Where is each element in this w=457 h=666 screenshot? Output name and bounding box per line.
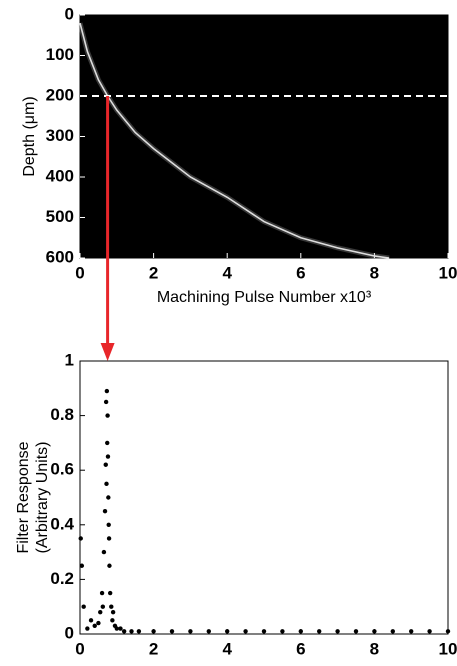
y-tick-label: 0.8 bbox=[50, 405, 74, 424]
x-tick-label: 0 bbox=[75, 263, 84, 282]
point bbox=[98, 609, 103, 615]
point bbox=[261, 629, 267, 634]
point bbox=[136, 629, 142, 634]
point bbox=[106, 522, 111, 527]
point bbox=[100, 604, 106, 609]
point bbox=[317, 629, 322, 634]
point bbox=[81, 604, 86, 609]
x-axis-label: Machining Pulse Number x10³ bbox=[157, 289, 372, 306]
point bbox=[85, 626, 90, 631]
point bbox=[353, 629, 359, 634]
point bbox=[225, 629, 230, 634]
y-tick-label: 0.6 bbox=[50, 460, 74, 479]
x-tick-label: 2 bbox=[149, 263, 158, 282]
x-tick-label: 6 bbox=[296, 639, 305, 658]
x-tick-label: 0 bbox=[75, 639, 84, 658]
point bbox=[280, 629, 285, 634]
y-tick-label: 0 bbox=[65, 4, 74, 23]
y-tick-label: 0 bbox=[65, 623, 74, 642]
y-tick-label: 500 bbox=[46, 207, 74, 226]
x-tick-label: 8 bbox=[370, 639, 379, 658]
arrow-head bbox=[100, 343, 115, 361]
point bbox=[427, 629, 432, 634]
point bbox=[88, 618, 94, 623]
point bbox=[105, 454, 111, 459]
point bbox=[101, 549, 107, 555]
point bbox=[114, 626, 120, 631]
point bbox=[188, 629, 193, 634]
point bbox=[109, 604, 114, 609]
x-tick-label: 6 bbox=[296, 263, 305, 282]
point bbox=[106, 536, 112, 541]
y-tick-label: 400 bbox=[46, 166, 74, 185]
y-tick-label: 0.2 bbox=[50, 569, 74, 588]
point bbox=[335, 629, 340, 634]
curve bbox=[79, 22, 390, 259]
point bbox=[107, 563, 112, 568]
y-tick-label: 1 bbox=[65, 350, 74, 369]
point bbox=[110, 609, 116, 615]
y-axis-label: Filter Response bbox=[15, 441, 32, 553]
x-tick-label: 4 bbox=[222, 263, 232, 282]
point bbox=[99, 590, 105, 596]
point bbox=[104, 388, 110, 394]
point bbox=[104, 481, 109, 487]
point bbox=[102, 508, 108, 514]
y-tick-label: 200 bbox=[46, 85, 74, 104]
point bbox=[103, 462, 108, 467]
x-tick-label: 2 bbox=[149, 639, 158, 658]
x-tick-label: 10 bbox=[439, 639, 457, 658]
point bbox=[78, 536, 83, 541]
plot-area bbox=[79, 360, 449, 635]
point bbox=[92, 623, 97, 629]
x-tick-label: 10 bbox=[439, 263, 457, 282]
point bbox=[106, 495, 111, 500]
point bbox=[298, 629, 303, 634]
point bbox=[110, 618, 115, 623]
y-tick-label: 100 bbox=[46, 45, 74, 64]
point bbox=[79, 563, 85, 568]
point bbox=[372, 629, 377, 634]
point bbox=[169, 629, 175, 634]
point bbox=[105, 413, 110, 418]
point bbox=[445, 629, 451, 634]
point bbox=[118, 626, 123, 631]
x-tick-label: 8 bbox=[370, 263, 379, 282]
point bbox=[105, 440, 110, 446]
point bbox=[129, 629, 134, 634]
point bbox=[390, 629, 395, 634]
point bbox=[96, 620, 101, 626]
point bbox=[107, 590, 113, 596]
y-axis-label: Depth (μm) bbox=[21, 96, 38, 176]
y-tick-label: 300 bbox=[46, 126, 74, 145]
plot-area bbox=[79, 14, 449, 259]
x-tick-label: 4 bbox=[222, 639, 232, 658]
point bbox=[206, 629, 211, 634]
point bbox=[151, 629, 156, 634]
point bbox=[121, 629, 127, 634]
y-axis-label: (Arbitrary Units) bbox=[34, 441, 51, 553]
point bbox=[103, 399, 109, 405]
point bbox=[409, 629, 414, 634]
y-tick-label: 0.4 bbox=[50, 514, 74, 533]
point bbox=[243, 629, 248, 634]
y-tick-label: 600 bbox=[46, 247, 74, 266]
